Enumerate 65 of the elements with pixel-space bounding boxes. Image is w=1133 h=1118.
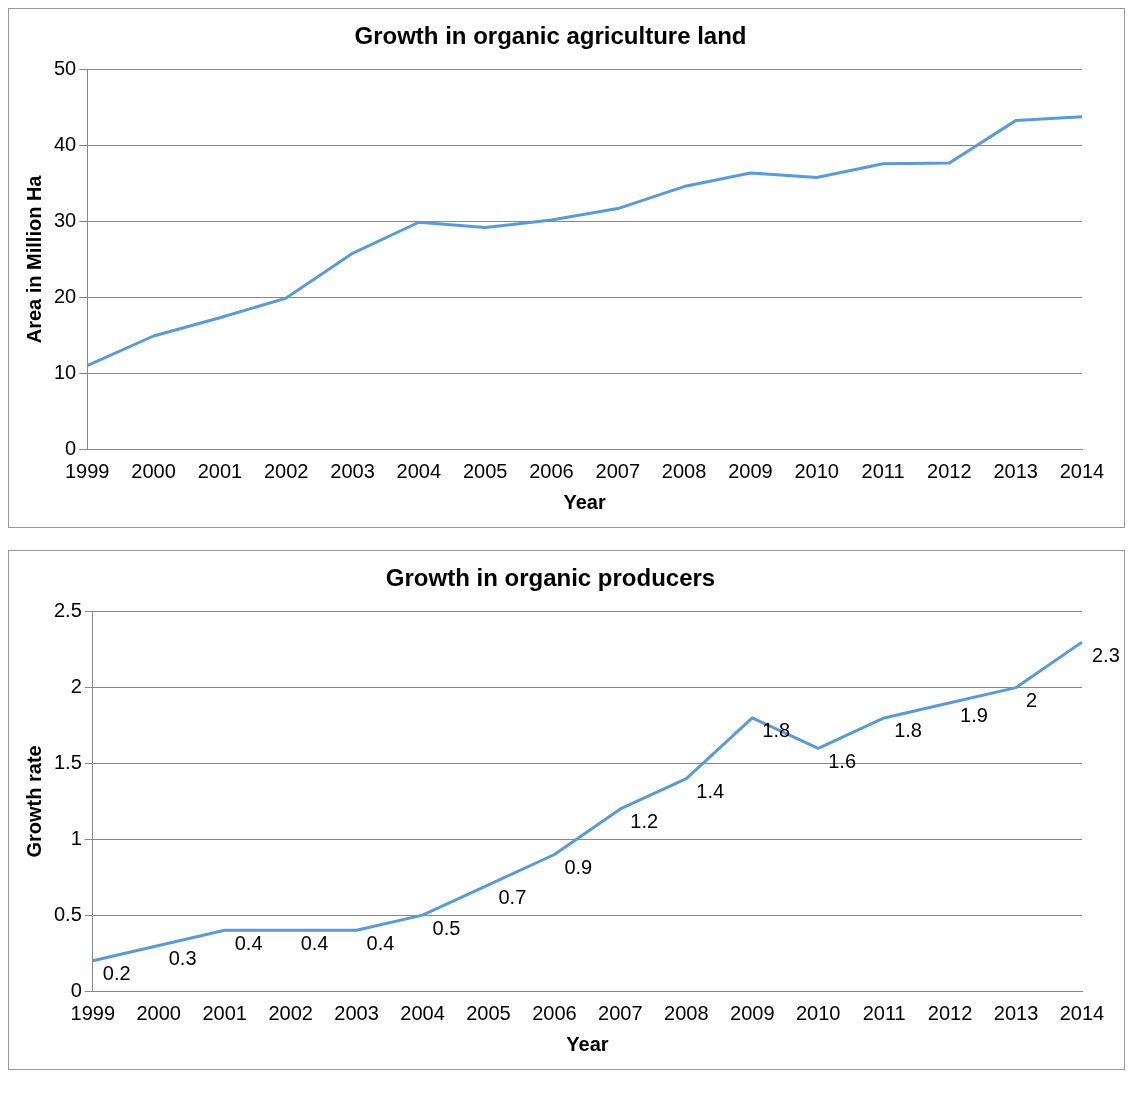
x-tick-label: 2002 xyxy=(263,459,309,482)
x-tick-label: 2010 xyxy=(795,1001,841,1024)
y-tick-label: 2.5 xyxy=(53,599,82,622)
x-tick-label: 2011 xyxy=(861,459,905,482)
data-label: 1.2 xyxy=(630,810,659,833)
x-tick-label: 2008 xyxy=(664,1001,709,1024)
y-axis-title: Area in Million Ha xyxy=(22,174,45,344)
x-tick-label: 2012 xyxy=(927,1001,973,1024)
x-tick-label: 2000 xyxy=(136,1001,181,1024)
y-tick-label: 0 xyxy=(65,436,77,459)
y-tick-label: 50 xyxy=(54,57,77,80)
data-label: 0.3 xyxy=(168,947,197,970)
x-tick-label: 2014 xyxy=(1059,459,1105,482)
y-tick-label: 1.5 xyxy=(53,751,82,773)
y-tick-label: 0 xyxy=(70,978,82,1001)
x-tick-label: 2007 xyxy=(595,459,641,482)
x-tick-label: 2009 xyxy=(730,1001,775,1024)
x-tick-label: 2006 xyxy=(529,459,574,482)
x-tick-label: 2001 xyxy=(197,459,243,482)
x-tick-label: 2002 xyxy=(268,1001,313,1024)
y-axis-title: Growth rate xyxy=(22,745,45,858)
x-tick-label: 2006 xyxy=(532,1001,577,1024)
x-tick-label: 1999 xyxy=(65,459,110,482)
x-tick-label: 2004 xyxy=(396,459,442,482)
x-tick-label: 2009 xyxy=(728,459,773,482)
chart-title: Growth in organic agriculture land xyxy=(354,22,747,50)
x-tick-label: 2008 xyxy=(661,459,707,482)
data-label: 0.4 xyxy=(366,931,395,954)
data-label: 0.4 xyxy=(300,931,329,954)
data-label: 0.4 xyxy=(234,931,263,954)
y-tick-label: 0.5 xyxy=(53,902,82,925)
x-axis-title: Year xyxy=(566,1032,609,1055)
data-label: 0.7 xyxy=(498,886,527,909)
data-label: 2 xyxy=(1026,689,1038,712)
x-tick-label: 2010 xyxy=(794,459,839,482)
x-tick-label: 2001 xyxy=(202,1001,247,1024)
x-tick-label: 2005 xyxy=(466,1001,511,1024)
data-label: 1.4 xyxy=(696,780,725,803)
data-label: 1.9 xyxy=(960,704,988,727)
x-tick-label: 2013 xyxy=(993,1001,1039,1024)
y-tick-label: 20 xyxy=(54,284,77,307)
x-tick-label: 2012 xyxy=(927,459,972,482)
x-tick-label: 2003 xyxy=(330,459,375,482)
y-tick-label: 10 xyxy=(54,360,77,383)
x-axis-title: Year xyxy=(563,490,606,513)
x-tick-label: 1999 xyxy=(70,1001,116,1024)
x-tick-label: 2005 xyxy=(462,459,508,482)
data-label: 1.6 xyxy=(828,749,857,772)
x-tick-label: 2003 xyxy=(334,1001,379,1024)
x-tick-label: 2014 xyxy=(1059,1001,1105,1024)
x-tick-label: 2000 xyxy=(131,459,176,482)
chart-title: Growth in organic producers xyxy=(385,564,716,592)
x-tick-label: 2011 xyxy=(862,1001,906,1024)
data-label: 0.2 xyxy=(102,962,131,985)
data-label: 2.3 xyxy=(1092,643,1120,666)
y-tick-label: 30 xyxy=(54,209,77,231)
data-label: 0.5 xyxy=(432,916,461,939)
y-tick-label: 1 xyxy=(70,826,82,849)
x-tick-label: 2007 xyxy=(598,1001,643,1024)
y-tick-label: 40 xyxy=(54,133,77,156)
data-label: 1.8 xyxy=(894,719,922,742)
x-tick-label: 2013 xyxy=(993,459,1038,482)
y-tick-label: 2 xyxy=(70,675,82,698)
data-label: 0.9 xyxy=(564,856,593,878)
x-tick-label: 2004 xyxy=(400,1001,445,1024)
